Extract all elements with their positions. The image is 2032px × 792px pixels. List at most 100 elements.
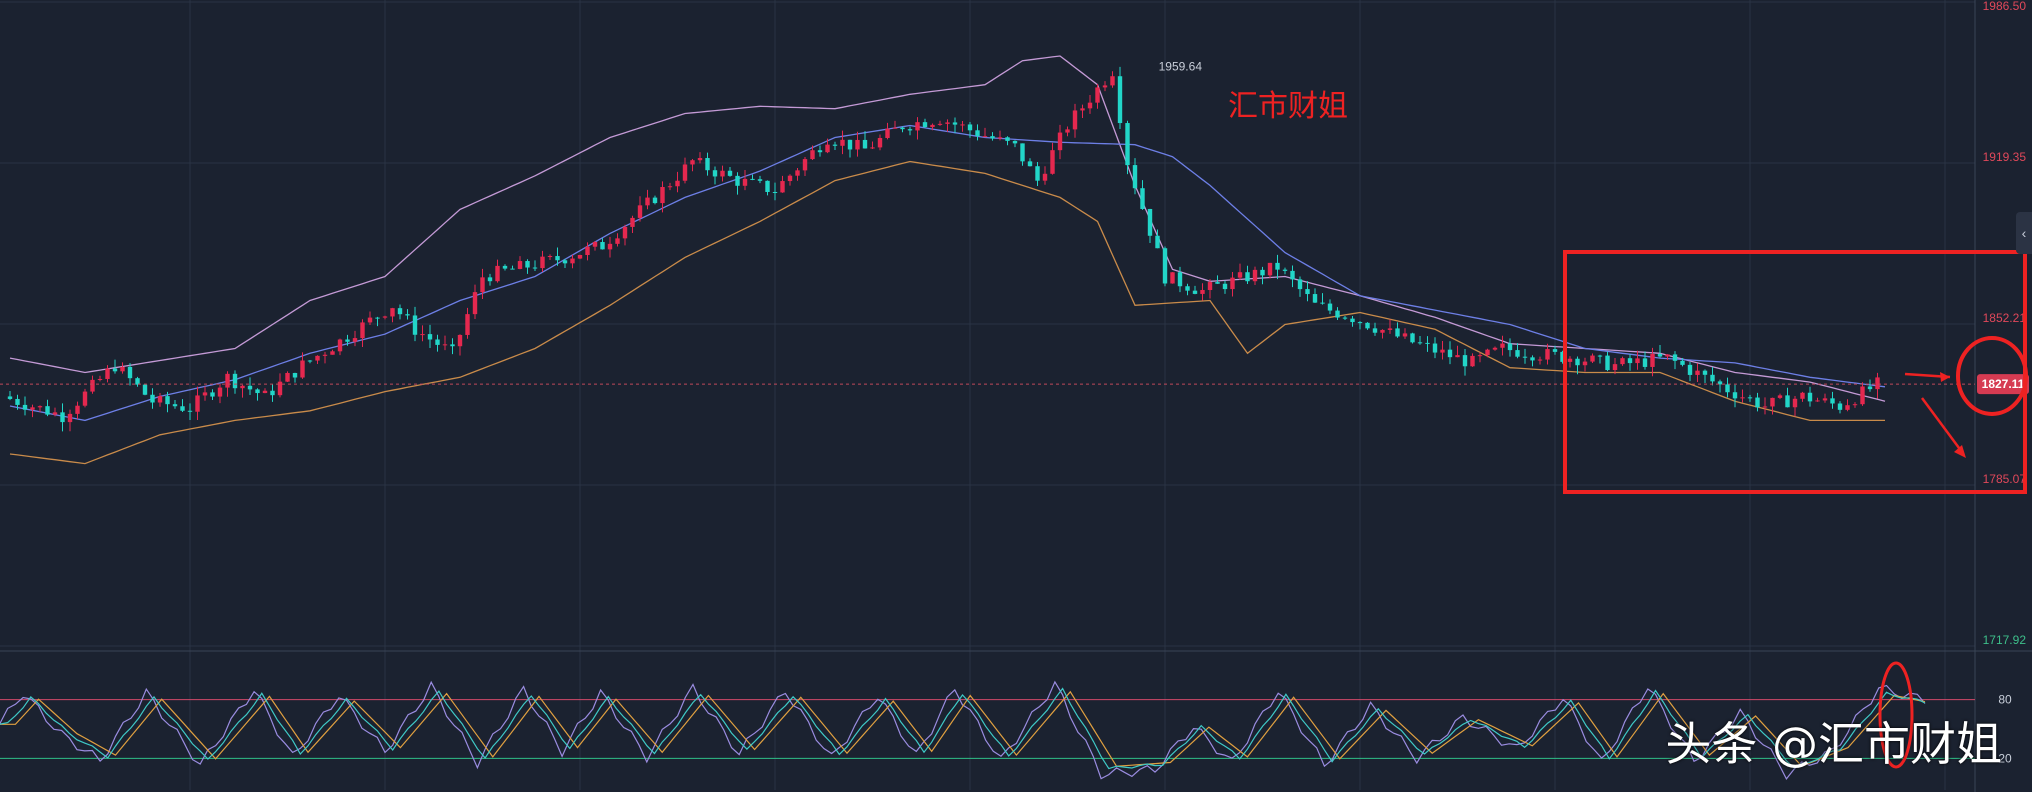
candle-body <box>37 406 43 408</box>
candle-body <box>15 398 20 405</box>
candle-body <box>1800 392 1805 399</box>
candle-body <box>487 277 493 282</box>
candle-body <box>525 261 530 268</box>
candle-body <box>907 129 913 131</box>
candle-body <box>1207 282 1213 291</box>
candle-body <box>1222 283 1228 290</box>
oscillator-annotation-circle <box>1878 661 1914 769</box>
candle-body <box>127 366 133 379</box>
candle-body <box>532 267 538 269</box>
candle-body <box>1342 317 1348 319</box>
candle-body <box>7 396 13 399</box>
candle-body <box>622 226 628 239</box>
candle-body <box>22 404 28 410</box>
oscillator-line-d <box>0 690 1926 767</box>
candle-body <box>720 170 725 177</box>
candle-body <box>1275 262 1280 270</box>
candle-body <box>165 396 170 405</box>
candle-body <box>1755 397 1760 408</box>
candle-body <box>405 314 410 316</box>
candle-body <box>1470 355 1475 367</box>
candle-body <box>975 130 980 137</box>
candle-body <box>330 351 335 355</box>
candle-body <box>105 368 110 379</box>
candle-body <box>877 137 883 148</box>
candle-body <box>1245 272 1250 282</box>
candle-body <box>735 175 740 186</box>
candle-body <box>1290 270 1295 280</box>
candle-body <box>1620 358 1625 365</box>
candle-body <box>1057 132 1063 151</box>
candle-body <box>30 407 35 410</box>
price-tick-label: 1852.21 <box>1983 311 2027 325</box>
candle-body <box>1357 322 1363 324</box>
candle-body <box>667 186 673 188</box>
candle-body <box>307 360 313 362</box>
candle-body <box>1440 349 1445 353</box>
candle-body <box>1672 354 1678 361</box>
candle-body <box>727 170 733 176</box>
oscillator-level-label: 80 <box>1998 693 2012 707</box>
candle-body <box>1680 360 1685 365</box>
candle-body <box>225 373 230 388</box>
candle-body <box>1395 328 1400 337</box>
candle-body <box>420 334 425 336</box>
candle-body <box>1777 395 1783 398</box>
candle-body <box>1320 302 1325 304</box>
candle-body <box>352 338 358 342</box>
candle-body <box>787 175 793 182</box>
candle-body <box>1080 108 1085 111</box>
candle-body <box>1642 358 1648 367</box>
candle-body <box>1717 381 1723 385</box>
candle-body <box>1402 333 1408 337</box>
candle-body <box>315 355 320 361</box>
candle-body <box>1590 355 1595 362</box>
candle-body <box>1237 272 1243 278</box>
collapse-handle-icon[interactable]: ‹ <box>2016 212 2032 254</box>
candle-body <box>1710 374 1715 382</box>
candle-body <box>915 122 920 131</box>
candle-body <box>1012 140 1018 144</box>
candle-body <box>885 128 890 138</box>
candle-body <box>1500 343 1505 348</box>
oscillator-line-j <box>0 687 1926 770</box>
candle-body <box>712 170 718 177</box>
candle-body <box>1785 395 1790 408</box>
candle-body <box>1740 397 1745 399</box>
overlay-brand-text: 汇市财姐 <box>1228 89 1348 124</box>
candle-body <box>247 385 253 390</box>
candle-body <box>1732 392 1738 399</box>
candle-body <box>90 379 95 392</box>
candle-body <box>397 308 403 315</box>
candle-body <box>1087 102 1093 109</box>
candle-body <box>1035 166 1040 181</box>
candle-body <box>1605 355 1610 371</box>
candle-body <box>202 392 208 396</box>
candle-body <box>840 139 845 146</box>
candle-body <box>960 124 965 126</box>
candle-body <box>502 265 508 269</box>
candle-body <box>967 124 973 131</box>
candle-body <box>817 150 823 153</box>
candle-body <box>1005 137 1010 141</box>
candle-body <box>472 292 478 315</box>
candle-body <box>1410 333 1415 343</box>
candle-body <box>1492 347 1498 350</box>
candle-body <box>322 354 328 356</box>
candle-body <box>742 178 748 186</box>
candle-body <box>1537 359 1543 361</box>
candle-body <box>1350 318 1355 323</box>
candle-body <box>705 158 710 171</box>
candle-body <box>1387 328 1393 330</box>
candle-body <box>1852 404 1858 406</box>
candle-body <box>1200 290 1205 294</box>
candle-body <box>585 246 590 256</box>
candle-body <box>937 123 943 125</box>
candle-body <box>1117 76 1123 124</box>
candle-body <box>1635 358 1640 364</box>
current-price-tag <box>1977 374 2029 395</box>
candle-body <box>517 261 523 269</box>
candle-body <box>1110 76 1115 86</box>
candle-body <box>1155 235 1160 249</box>
